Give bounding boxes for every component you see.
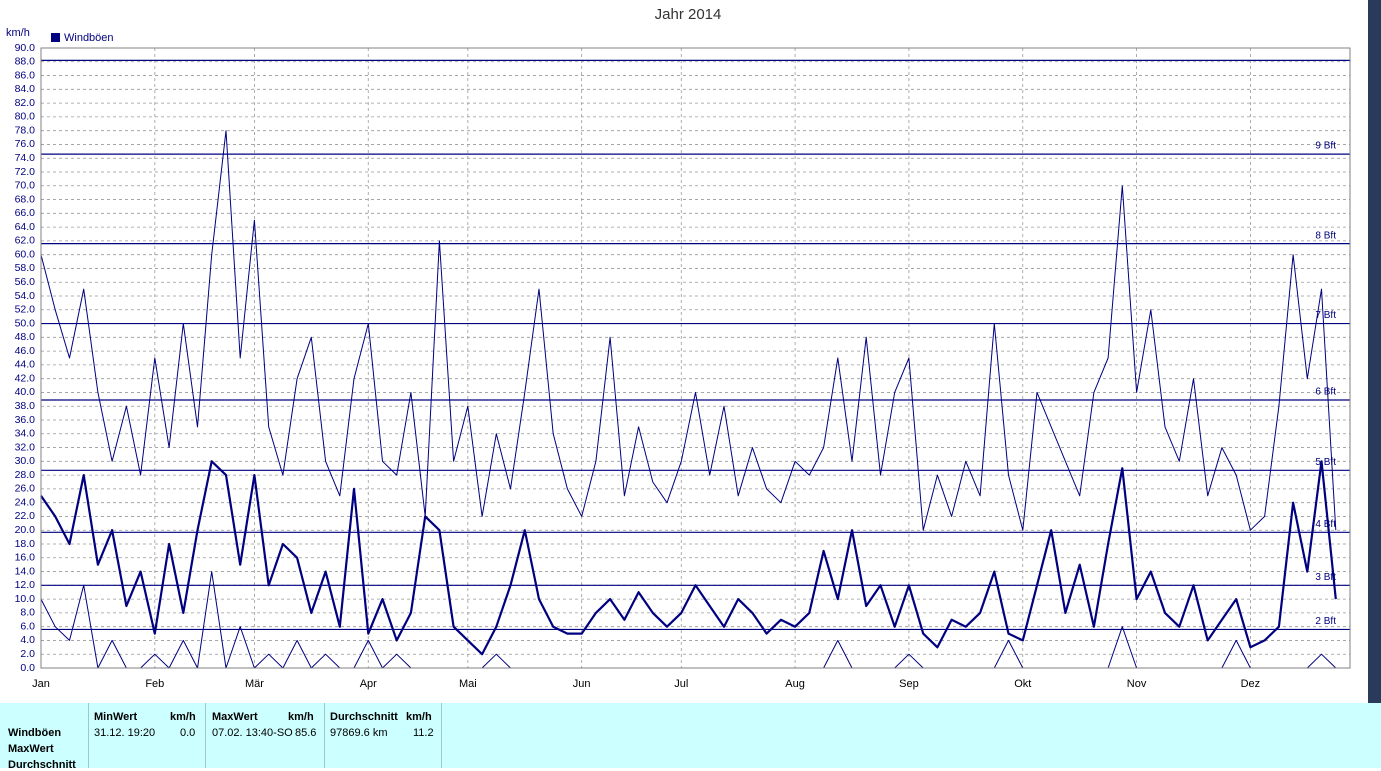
x-tick-label: Jul xyxy=(674,678,688,690)
legend-label: Windböen xyxy=(64,32,114,44)
series-line xyxy=(40,460,1337,656)
y-tick-label: 84.0 xyxy=(15,83,36,95)
separator xyxy=(324,703,325,768)
x-tick-label: Okt xyxy=(1014,678,1031,690)
y-tick-label: 6.0 xyxy=(20,620,35,632)
y-tick-label: 76.0 xyxy=(15,138,36,150)
y-tick-label: 18.0 xyxy=(15,538,36,550)
series-line xyxy=(40,130,1337,531)
y-tick-label: 88.0 xyxy=(15,56,36,68)
y-tick-label: 34.0 xyxy=(15,428,36,440)
separator xyxy=(441,703,442,768)
y-tick-label: 78.0 xyxy=(15,124,36,136)
reference-label: 3 Bft xyxy=(1315,572,1336,583)
header: MaxWert xyxy=(212,711,258,723)
reference-label: 9 Bft xyxy=(1315,141,1336,152)
y-tick-label: 68.0 xyxy=(15,193,36,205)
unit: km/h xyxy=(406,711,432,723)
x-tick-label: Sep xyxy=(899,678,919,690)
cell: 31.12. 19:20 xyxy=(94,727,156,739)
cell: 85.6 xyxy=(295,727,317,739)
chart: Jahr 2014 km/h 0.0 2.0 4.0 6.08.0 10.0 12.0 14… xyxy=(6,0,1381,703)
x-tick-label: Aug xyxy=(785,678,805,690)
y-axis-label: km/h xyxy=(6,27,30,39)
row-label: MaxWert xyxy=(8,743,54,755)
plot-frame xyxy=(40,47,1351,669)
legend-swatch xyxy=(51,33,60,42)
cell: 07.02. 13:40-SO xyxy=(212,727,293,739)
x-tick-label: Mär xyxy=(245,678,264,690)
unit: km/h xyxy=(170,711,196,723)
y-tick-label: 14.0 xyxy=(15,565,36,577)
window-edge xyxy=(1368,0,1381,703)
summary-table: Windböen MaxWert Durchschnitt MinWert km… xyxy=(0,703,1381,771)
chart-title: Jahr 2014 xyxy=(655,6,722,23)
reference-label: 8 Bft xyxy=(1315,230,1336,241)
y-tick-label: 0.0 xyxy=(20,662,35,674)
y-tick-label: 38.0 xyxy=(15,400,36,412)
y-tick-label: 64.0 xyxy=(15,221,36,233)
reference-label: 6 Bft xyxy=(1315,387,1336,398)
y-tick-label: 2.0 xyxy=(20,648,35,660)
reference-label: 7 Bft xyxy=(1315,310,1336,321)
reference-label: 4 Bft xyxy=(1315,519,1336,530)
y-tick-label: 46.0 xyxy=(15,345,36,357)
row-label: Durchschnitt xyxy=(8,759,76,771)
y-tick-label: 52.0 xyxy=(15,304,36,316)
y-tick-label: 36.0 xyxy=(15,414,36,426)
y-tick-label: 20.0 xyxy=(15,524,36,536)
y-tick-label: 54.0 xyxy=(15,290,36,302)
header: Durchschnitt xyxy=(330,711,398,723)
cell: 0.0 xyxy=(180,727,196,739)
y-tick-label: 26.0 xyxy=(15,483,36,495)
x-tick-label: Apr xyxy=(360,678,377,690)
y-tick-label: 32.0 xyxy=(15,441,36,453)
y-tick-label: 16.0 xyxy=(15,552,36,564)
y-tick-label: 86.0 xyxy=(15,69,36,81)
separator xyxy=(205,703,206,768)
y-tick-label: 10.0 xyxy=(15,593,36,605)
cell: 97869.6 km xyxy=(330,727,388,739)
y-tick-label: 62.0 xyxy=(15,235,36,247)
x-tick-label: Nov xyxy=(1127,678,1147,690)
y-tick-label: 44.0 xyxy=(15,359,36,371)
y-tick-label: 42.0 xyxy=(15,372,36,384)
y-tick-label: 80.0 xyxy=(15,111,36,123)
y-tick-label: 30.0 xyxy=(15,455,36,467)
y-tick-label: 72.0 xyxy=(15,166,36,178)
header: MinWert xyxy=(94,711,138,723)
unit: km/h xyxy=(288,711,314,723)
x-tick-label: Jun xyxy=(573,678,591,690)
row-label: Windböen xyxy=(8,727,62,739)
y-tick-label: 4.0 xyxy=(20,634,35,646)
y-tick-label: 90.0 xyxy=(15,42,36,54)
x-tick-label: Mai xyxy=(459,678,477,690)
y-tick-label: 58.0 xyxy=(15,262,36,274)
y-tick-label: 28.0 xyxy=(15,469,36,481)
y-tick-label: 56.0 xyxy=(15,276,36,288)
y-tick-label: 12.0 xyxy=(15,579,36,591)
cell: 11.2 xyxy=(413,727,434,739)
y-tick-label: 82.0 xyxy=(15,97,36,109)
reference-label: 5 Bft xyxy=(1315,457,1336,468)
reference-label: 2 Bft xyxy=(1315,616,1336,627)
x-tick-label: Jan xyxy=(32,678,50,690)
y-tick-label: 40.0 xyxy=(15,386,36,398)
separator xyxy=(88,703,89,768)
y-tick-label: 48.0 xyxy=(15,331,36,343)
series-line xyxy=(40,571,1337,669)
y-tick-label: 66.0 xyxy=(15,207,36,219)
x-tick-label: Feb xyxy=(145,678,164,690)
y-tick-label: 50.0 xyxy=(15,317,36,329)
y-tick-label: 24.0 xyxy=(15,496,36,508)
y-tick-label: 22.0 xyxy=(15,510,36,522)
x-tick-label: Dez xyxy=(1241,678,1261,690)
y-tick-label: 60.0 xyxy=(15,248,36,260)
y-tick-label: 70.0 xyxy=(15,180,36,192)
y-tick-label: 8.0 xyxy=(20,607,35,619)
y-tick-label: 74.0 xyxy=(15,152,36,164)
